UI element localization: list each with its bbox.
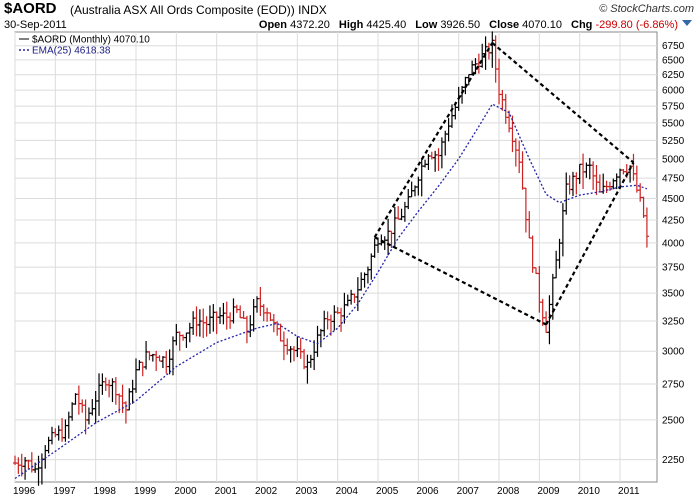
chg-value: -299.80 (-6.86%): [595, 19, 678, 31]
ohlc-bars: [13, 31, 649, 486]
x-tick-label: 1999: [134, 486, 157, 497]
ticker-symbol: $AORD: [4, 0, 57, 17]
open-value: 4372.20: [290, 19, 330, 31]
index-name: (Australia ASX All Ords Composite (EOD))…: [70, 3, 327, 17]
y-tick-label: 4250: [662, 215, 685, 226]
y-tick-label: 2500: [662, 415, 685, 426]
legend-ema-label: EMA(25) 4618.38: [32, 46, 111, 57]
x-tick-label: 2010: [578, 486, 601, 497]
trendline: [491, 42, 635, 164]
quote-date: 30-Sep-2011: [4, 19, 67, 31]
x-tick-label: 2009: [537, 486, 560, 497]
chg-label: Chg: [571, 19, 593, 31]
y-tick-label: 3250: [662, 317, 685, 328]
close-value: 4070.10: [522, 19, 562, 31]
y-tick-label: 3750: [662, 263, 685, 274]
y-tick-label: 6500: [662, 55, 685, 66]
x-tick-label: 2005: [376, 486, 399, 497]
y-tick-label: 6750: [662, 41, 685, 52]
x-tick-label: 2007: [457, 486, 480, 497]
x-tick-label: 2004: [336, 486, 359, 497]
y-tick-label: 5750: [662, 102, 685, 113]
y-tick-label: 4500: [662, 194, 685, 205]
trendline: [545, 162, 635, 326]
high-label: High: [338, 19, 364, 31]
y-tick-label: 4750: [662, 174, 685, 185]
y-tick-label: 3000: [662, 347, 685, 358]
ema-line: [14, 103, 648, 480]
high-value: 4425.40: [366, 19, 407, 31]
ohlc-bar: [644, 207, 649, 248]
y-tick-label: 6250: [662, 70, 685, 81]
y-tick-label: 2250: [662, 455, 685, 466]
y-tick-label: 5000: [662, 154, 685, 165]
index-full-name: (Australia ASX All Ords Composite (EOD)): [70, 3, 295, 17]
open-label: Open: [258, 19, 288, 31]
y-tick-label: 3500: [662, 289, 685, 300]
y-tick-label: 5250: [662, 136, 685, 147]
x-tick-label: 2003: [295, 486, 318, 497]
x-tick-label: 2008: [497, 486, 520, 497]
x-tick-label: 1997: [53, 486, 76, 497]
x-tick-label: 2001: [215, 486, 238, 497]
title-row: $AORD (Australia ASX All Ords Composite …: [0, 0, 700, 18]
plot-area: [14, 31, 658, 483]
y-tick-label: 2750: [662, 379, 685, 390]
x-tick-label: 1998: [94, 486, 117, 497]
exchange-label: INDX: [298, 3, 327, 17]
ohlc-summary: Open 4372.20 High 4425.40 Low 3926.50 Cl…: [253, 19, 678, 31]
quote-row: 30-Sep-2011 Open 4372.20 High 4425.40 Lo…: [0, 18, 700, 31]
low-label: Low: [415, 19, 438, 31]
y-tick-label: 6000: [662, 86, 685, 97]
source-credit: © StockCharts.com: [599, 3, 694, 15]
x-tick-label: 1996: [13, 486, 36, 497]
y-tick-label: 5500: [662, 118, 685, 129]
trendline: [373, 42, 494, 238]
x-tick-label: 2011: [618, 486, 640, 497]
y-tick-label: 4000: [662, 238, 685, 249]
low-value: 3926.50: [440, 19, 481, 31]
chevron-down-icon[interactable]: [682, 20, 692, 26]
x-tick-label: 2000: [174, 486, 197, 497]
x-tick-label: 2006: [416, 486, 439, 497]
legend-main-label: $AORD (Monthly) 4070.10: [32, 35, 150, 46]
x-tick-label: 2002: [255, 486, 278, 497]
close-label: Close: [489, 19, 520, 31]
